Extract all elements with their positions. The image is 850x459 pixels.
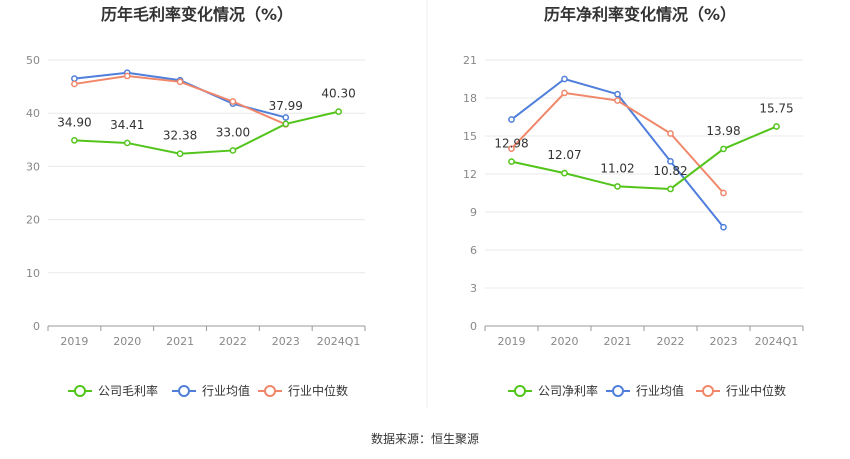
- chart2-line-company: [511, 125, 777, 190]
- chart1-point-industry_median: [229, 98, 237, 105]
- chart2-point-company: [508, 158, 515, 165]
- chart2-point-company: [667, 185, 674, 193]
- chart2-y-tick-label: 0: [470, 320, 477, 333]
- chart2-legend-label-company[interactable]: 公司净利率: [538, 383, 598, 398]
- chart2-point-industry_avg: [720, 223, 727, 231]
- chart1-x-tick-label: 2019: [60, 335, 88, 348]
- chart1-point-company: [123, 139, 131, 147]
- chart2-point-company: [773, 123, 780, 130]
- chart1-point-industry_avg: [282, 114, 290, 121]
- chart2-legend-marker-industry_median: [702, 385, 714, 397]
- chart2-y-tick-label: 18: [463, 92, 477, 105]
- chart1-y-tick-label: 40: [26, 107, 40, 120]
- chart1-y-tick-label: 30: [26, 160, 40, 173]
- chart2-data-label: 13.98: [706, 124, 740, 138]
- chart2-point-industry_avg: [667, 157, 674, 165]
- chart1-point-company: [282, 120, 290, 128]
- chart2-x-tick-label: 2021: [604, 335, 632, 348]
- chart2-x-tick-label: 2022: [657, 335, 685, 348]
- chart2-y-tick-label: 6: [470, 244, 477, 257]
- chart2-point-industry_avg: [508, 116, 515, 123]
- chart2-data-label: 15.75: [759, 102, 793, 116]
- chart2-point-industry_median: [561, 89, 568, 97]
- chart1-y-tick-label: 10: [26, 267, 40, 280]
- chart2-line-industry_median: [510, 91, 725, 194]
- chart1-y-tick-label: 0: [33, 320, 40, 333]
- chart2-x-tick-label: 2023: [710, 335, 738, 348]
- chart1-point-company: [71, 136, 78, 144]
- chart1-legend-label-company[interactable]: 公司毛利率: [98, 383, 158, 398]
- chart1-point-industry_median: [176, 78, 184, 86]
- data-source-note: 数据来源：恒生聚源: [371, 431, 479, 446]
- chart2-legend-label-industry_avg[interactable]: 行业均值: [636, 383, 684, 398]
- chart1-legend-marker-industry_median: [264, 385, 276, 397]
- chart2-y-tick-label: 15: [463, 130, 477, 143]
- chart1-y-tick-label: 20: [26, 214, 40, 227]
- chart1-y-tick-label: 50: [26, 54, 40, 67]
- chart1-point-industry_median: [123, 72, 131, 80]
- chart2-y-tick-label: 3: [470, 282, 477, 295]
- chart1-legend-label-industry_median[interactable]: 行业中位数: [288, 383, 348, 398]
- chart2-legend-marker-company: [514, 385, 526, 397]
- chart1-data-label: 34.90: [57, 115, 91, 129]
- chart2-y-tick-label: 12: [463, 168, 477, 181]
- chart1-x-tick-label: 2020: [113, 335, 141, 348]
- chart1-data-label: 33.00: [216, 125, 250, 139]
- chart2-data-label: 10.82: [653, 164, 687, 178]
- chart1-legend-label-industry_avg[interactable]: 行业均值: [202, 383, 250, 398]
- chart1-x-tick-label: 2024Q1: [317, 335, 361, 348]
- chart2-point-industry_median: [720, 189, 727, 197]
- chart1-point-company: [176, 150, 184, 158]
- chart2-title: 历年净利率变化情况（%）: [544, 5, 736, 24]
- chart1-x-tick-label: 2023: [272, 335, 300, 348]
- chart2-y-tick-label: 21: [463, 54, 477, 67]
- chart2-x-tick-label: 2024Q1: [755, 335, 799, 348]
- chart1-data-label: 37.99: [269, 99, 303, 113]
- chart1-title: 历年毛利率变化情况（%）: [101, 5, 293, 24]
- chart2-y-tick-label: 9: [470, 206, 477, 219]
- chart2-x-tick-label: 2019: [498, 335, 526, 348]
- chart2-point-industry_median: [508, 145, 515, 153]
- chart1-legend-marker-industry_avg: [178, 385, 190, 397]
- chart2-point-company: [561, 169, 568, 177]
- chart2-x-tick-label: 2020: [551, 335, 579, 348]
- chart1-point-company: [335, 108, 342, 115]
- chart1-legend-marker-company: [74, 385, 86, 397]
- chart1-data-label: 32.38: [163, 129, 197, 143]
- chart1-point-company: [229, 147, 237, 154]
- chart2-point-company: [720, 145, 727, 153]
- chart2-data-label: 11.02: [600, 161, 634, 175]
- chart1-data-label: 34.41: [110, 118, 144, 132]
- chart2-legend-marker-industry_avg: [612, 385, 624, 397]
- chart2-data-label: 12.07: [547, 148, 581, 162]
- chart1-point-industry_avg: [71, 75, 78, 82]
- chart2-point-company: [614, 183, 621, 190]
- chart2-point-industry_avg: [561, 75, 568, 83]
- chart2-point-industry_avg: [614, 90, 621, 98]
- chart2-point-industry_median: [667, 130, 674, 137]
- chart1-x-tick-label: 2021: [166, 335, 194, 348]
- chart2-data-label: 12.98: [494, 137, 528, 151]
- chart2-point-industry_median: [614, 97, 621, 104]
- chart1-line-company: [74, 110, 339, 155]
- chart2-legend-label-industry_median[interactable]: 行业中位数: [726, 383, 786, 398]
- chart1-x-tick-label: 2022: [219, 335, 247, 348]
- chart1-point-industry_median: [71, 80, 78, 88]
- chart1-data-label: 40.30: [321, 87, 355, 101]
